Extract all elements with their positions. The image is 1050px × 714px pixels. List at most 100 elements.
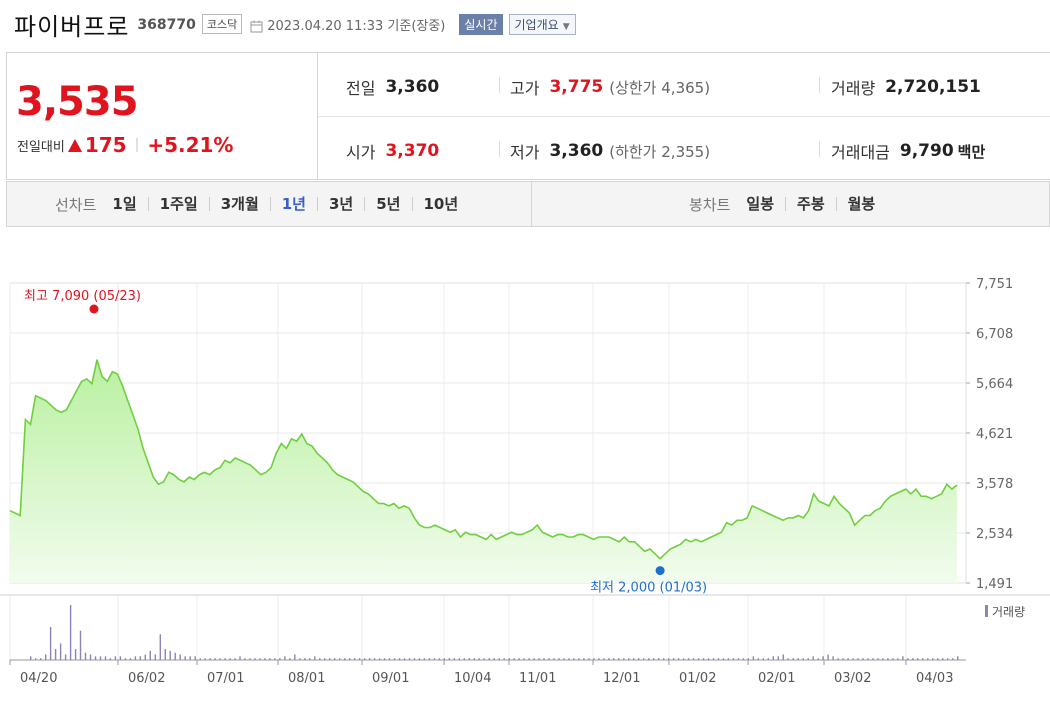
volume-bar: [403, 658, 406, 660]
prev-close-label: 전일: [346, 79, 376, 98]
volume-bar: [229, 658, 231, 660]
x-tick-label: 03/02: [834, 671, 871, 686]
candle-chart-tabs: 봉차트 일봉 주봉 월봉: [689, 182, 886, 226]
divider: [499, 141, 500, 157]
line-chart-tab-6[interactable]: 10년: [411, 197, 470, 212]
volume-bar: [837, 658, 839, 660]
volume-bar: [109, 658, 112, 660]
volume-bar: [702, 658, 705, 660]
volume-bar: [603, 658, 605, 660]
y-tick-label: 1,491: [976, 577, 1013, 592]
volume-bar: [593, 658, 595, 660]
volume-bar: [648, 658, 650, 660]
volume-bar: [304, 658, 306, 660]
volume-bar: [114, 656, 117, 660]
high-marker: [89, 304, 99, 314]
volume-bar: [214, 658, 216, 660]
volume-bar: [518, 658, 520, 660]
volume-bar: [254, 658, 256, 660]
volume-bar: [712, 658, 715, 660]
y-tick-label: 4,621: [976, 427, 1013, 442]
volume-bar: [79, 630, 82, 660]
volume-bar: [658, 658, 660, 660]
candle-chart-tab-2[interactable]: 월봉: [835, 197, 887, 212]
volume-bar: [613, 658, 615, 660]
volume-bar: [149, 650, 151, 660]
candle-chart-tab-1[interactable]: 주봉: [785, 197, 836, 212]
open-value: 3,370: [385, 141, 440, 161]
volume-bar: [583, 658, 585, 660]
volume-bar: [443, 658, 446, 660]
divider: [819, 77, 820, 93]
volume-bar: [139, 656, 141, 660]
volume-bar: [887, 658, 889, 660]
volume-bar: [772, 656, 774, 660]
realtime-button[interactable]: 실시간: [459, 13, 503, 35]
volume-bar: [483, 658, 485, 660]
volume-bar: [832, 656, 834, 660]
trade-value-amount: 9,790: [899, 141, 954, 161]
volume-bar: [30, 656, 32, 660]
volume-bar: [952, 658, 954, 660]
prev-close: 전일 3,360: [346, 75, 439, 99]
volume-bar: [209, 658, 211, 660]
volume-bar: [638, 658, 640, 660]
volume-bar: [493, 658, 495, 660]
volume-bar: [757, 658, 759, 660]
candle-chart-tab-0[interactable]: 일봉: [746, 195, 775, 213]
volume-bar: [802, 658, 804, 660]
volume-legend: 거래량: [992, 605, 1025, 619]
volume-bar: [508, 658, 510, 660]
volume-bar: [478, 658, 480, 660]
volume-bar: [453, 658, 455, 660]
volume-bar: [224, 658, 226, 660]
volume-bar: [777, 656, 779, 660]
open-label: 시가: [346, 143, 376, 162]
x-tick-label: 11/01: [519, 671, 556, 686]
volume-bar: [543, 658, 545, 660]
candle-chart-title: 봉차트: [689, 195, 731, 214]
volume-bar: [872, 658, 874, 660]
chevron-down-icon: ▼: [562, 21, 570, 32]
line-chart-tab-2[interactable]: 3개월: [208, 197, 270, 212]
volume-bar: [767, 658, 769, 660]
volume-bar: [199, 658, 201, 660]
volume-bar: [822, 656, 824, 660]
volume-bar: [782, 654, 784, 660]
volume-bar: [219, 658, 221, 660]
volume-bar: [533, 658, 535, 660]
line-chart-tab-4[interactable]: 3년: [317, 197, 364, 212]
volume-bar: [45, 654, 47, 660]
volume-bar: [747, 658, 750, 660]
line-chart-tab-1[interactable]: 1주일: [147, 197, 209, 212]
change-percent: +5.21%: [147, 133, 234, 157]
y-tick-label: 2,534: [976, 527, 1013, 542]
volume-bar: [299, 658, 301, 660]
volume-bar: [89, 654, 92, 660]
line-chart-tab-5[interactable]: 5년: [364, 197, 411, 212]
volume-bar: [687, 658, 690, 660]
line-chart-title: 선차트: [55, 195, 97, 214]
volume-bar: [912, 658, 914, 660]
volume-bar: [488, 658, 490, 660]
volume-bar: [608, 658, 610, 660]
volume-bar: [628, 658, 630, 660]
company-overview-dropdown[interactable]: 기업개요 ▼: [508, 13, 576, 35]
volume-bar: [812, 656, 814, 660]
volume-bar: [528, 658, 530, 660]
volume-bar: [827, 654, 829, 660]
line-chart-tab-3[interactable]: 1년: [269, 197, 317, 212]
volume-bar: [722, 658, 725, 660]
volume-bar: [204, 658, 206, 660]
volume-bar: [667, 658, 670, 660]
line-chart-tab-0[interactable]: 1일: [112, 195, 137, 213]
quote-datetime: 2023.04.20 11:33 기준(장중): [267, 18, 446, 34]
volume-bar: [363, 658, 366, 660]
high-label: 고가: [510, 79, 540, 98]
volume-bar: [618, 658, 620, 660]
volume-bar: [742, 658, 745, 660]
volume-bar: [752, 656, 755, 660]
volume-bar: [902, 656, 904, 660]
volume-bar: [842, 658, 844, 660]
volume-bar: [234, 658, 236, 660]
